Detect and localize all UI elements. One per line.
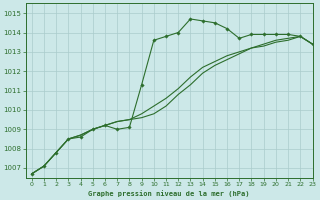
X-axis label: Graphe pression niveau de la mer (hPa): Graphe pression niveau de la mer (hPa): [88, 190, 250, 197]
